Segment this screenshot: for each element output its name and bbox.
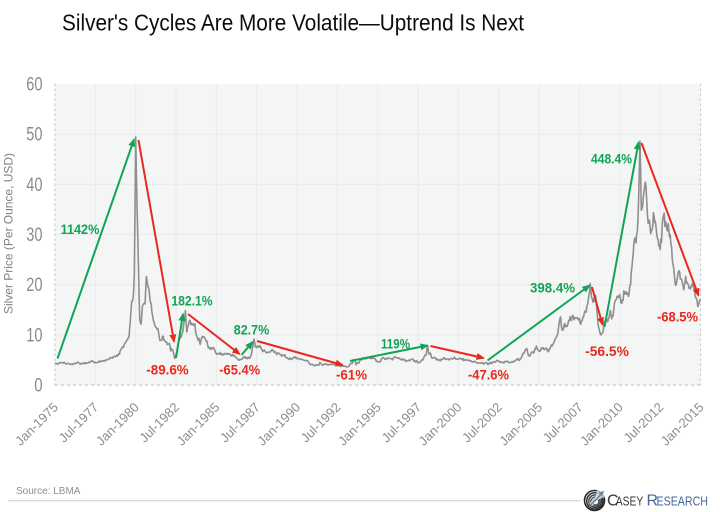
svg-text:0: 0 [34, 376, 42, 397]
svg-text:Silver Price (Per Ounce, USD): Silver Price (Per Ounce, USD) [2, 153, 16, 314]
svg-text:60: 60 [26, 75, 42, 96]
svg-text:30: 30 [26, 225, 42, 246]
svg-text:398.4%: 398.4% [530, 280, 576, 296]
svg-text:Source: LBMA: Source: LBMA [16, 486, 81, 497]
svg-text:Silver's Cycles Are More Volat: Silver's Cycles Are More Volatile—Uptren… [62, 10, 525, 36]
svg-text:448.4%: 448.4% [591, 151, 632, 167]
svg-text:ESEARCH: ESEARCH [657, 493, 709, 508]
svg-text:-56.5%: -56.5% [585, 343, 629, 359]
svg-text:R: R [647, 492, 659, 509]
svg-text:1142%: 1142% [61, 221, 100, 237]
svg-text:50: 50 [26, 125, 42, 146]
svg-text:119%: 119% [381, 336, 410, 352]
svg-text:-61%: -61% [336, 367, 368, 383]
svg-text:20: 20 [26, 275, 42, 296]
svg-text:182.1%: 182.1% [171, 293, 213, 309]
svg-text:10: 10 [26, 325, 42, 346]
svg-text:-65.4%: -65.4% [219, 362, 261, 378]
svg-text:40: 40 [26, 175, 42, 196]
svg-text:-47.6%: -47.6% [468, 367, 510, 383]
svg-text:-68.5%: -68.5% [657, 309, 699, 325]
svg-text:ASEY: ASEY [616, 493, 644, 508]
svg-text:C: C [607, 492, 619, 509]
svg-text:-89.6%: -89.6% [146, 362, 189, 378]
svg-text:82.7%: 82.7% [234, 322, 270, 338]
